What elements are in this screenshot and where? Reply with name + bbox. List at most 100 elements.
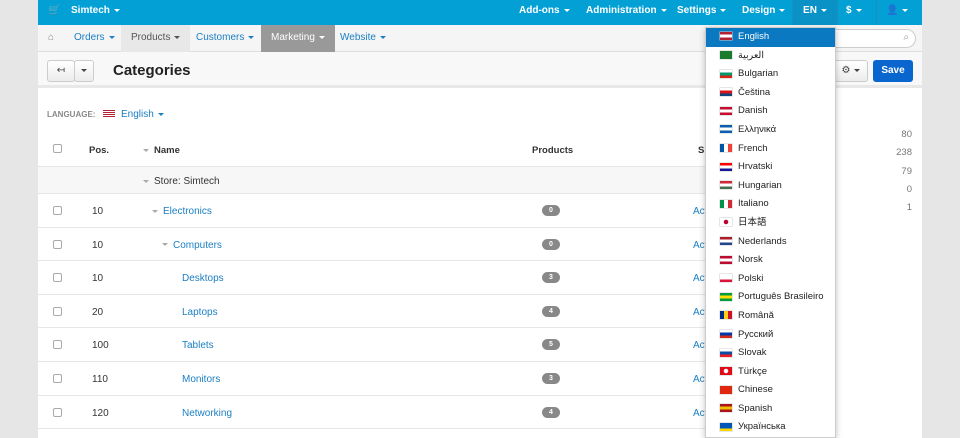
back-button[interactable]: ↤ bbox=[47, 60, 75, 82]
nav-orders[interactable]: Orders bbox=[64, 25, 125, 52]
language-option[interactable]: Українська bbox=[706, 418, 835, 437]
language-option[interactable]: Norsk bbox=[706, 251, 835, 270]
table-row: 10 Electronics 0 Active bbox=[38, 194, 720, 228]
category-link[interactable]: Laptops bbox=[182, 306, 218, 318]
nav-marketing[interactable]: Marketing bbox=[261, 25, 335, 52]
products-count-badge[interactable]: 4 bbox=[542, 305, 560, 317]
search-icon: ⌕ bbox=[903, 32, 909, 43]
cart-icon[interactable]: 🛒 bbox=[48, 5, 61, 16]
col-name[interactable]: Name bbox=[143, 145, 180, 156]
row-position[interactable]: 10 bbox=[92, 239, 104, 251]
currency-menu[interactable]: $ bbox=[846, 0, 862, 25]
flag-icon bbox=[720, 199, 732, 208]
menu-settings[interactable]: Settings bbox=[677, 0, 727, 25]
top-bar: 🛒 Simtech Add-ons Administration Setting… bbox=[38, 0, 922, 25]
row-position[interactable]: 120 bbox=[92, 407, 109, 419]
flag-icon bbox=[720, 144, 732, 153]
category-link[interactable]: Computers bbox=[162, 240, 222, 251]
language-option[interactable]: Hungarian bbox=[706, 177, 835, 196]
store-row: Store: Simtech bbox=[38, 166, 708, 194]
language-option[interactable]: Danish bbox=[706, 102, 835, 121]
flag-icon bbox=[720, 218, 732, 227]
nav-customers[interactable]: Customers bbox=[186, 25, 264, 52]
row-checkbox[interactable] bbox=[53, 206, 62, 215]
sidebar-stat: 0 bbox=[906, 183, 912, 195]
sidebar-stat: 1 bbox=[906, 202, 912, 214]
category-link[interactable]: Monitors bbox=[182, 374, 221, 385]
row-position[interactable]: 20 bbox=[92, 306, 104, 318]
row-position[interactable]: 10 bbox=[92, 206, 104, 217]
language-option[interactable]: Ελληνικά bbox=[706, 121, 835, 140]
home-icon[interactable]: ⌂ bbox=[48, 32, 55, 43]
language-option[interactable]: English bbox=[706, 28, 835, 47]
us-flag-icon bbox=[103, 110, 115, 119]
col-pos[interactable]: Pos. bbox=[89, 145, 110, 156]
menu-administration[interactable]: Administration bbox=[586, 0, 667, 25]
table-row: 110 Monitors 3 Active bbox=[38, 362, 720, 396]
flag-icon bbox=[720, 125, 732, 134]
table-row: 10 Computers 0 Active bbox=[38, 228, 720, 262]
table-row: 10 Desktops 3 Active bbox=[38, 261, 720, 295]
row-checkbox[interactable] bbox=[53, 273, 62, 283]
flag-icon bbox=[720, 367, 732, 376]
flag-icon bbox=[720, 348, 732, 357]
language-option[interactable]: Hrvatski bbox=[706, 158, 835, 177]
menu-addons[interactable]: Add-ons bbox=[519, 0, 570, 25]
language-option[interactable]: Italiano bbox=[706, 195, 835, 214]
products-count-badge[interactable]: 0 bbox=[542, 205, 560, 216]
flag-icon bbox=[720, 69, 732, 78]
products-count-badge[interactable]: 5 bbox=[542, 339, 560, 351]
back-dropdown[interactable] bbox=[74, 60, 94, 82]
category-link[interactable]: Electronics bbox=[152, 206, 212, 217]
flag-icon bbox=[720, 274, 732, 283]
language-option[interactable]: Português Brasileiro bbox=[706, 288, 835, 307]
flag-icon bbox=[720, 51, 732, 60]
store-switcher[interactable]: Simtech bbox=[71, 0, 120, 25]
products-count-badge[interactable]: 3 bbox=[542, 373, 560, 384]
select-all-checkbox[interactable] bbox=[53, 144, 62, 153]
table-row: 100 Tablets 5 Active bbox=[38, 328, 720, 362]
language-option[interactable]: French bbox=[706, 140, 835, 159]
category-link[interactable]: Networking bbox=[182, 407, 233, 419]
row-checkbox[interactable] bbox=[53, 374, 62, 383]
sidebar-stat: 79 bbox=[901, 165, 912, 177]
save-button[interactable]: Save bbox=[873, 60, 913, 82]
products-count-badge[interactable]: 3 bbox=[542, 272, 560, 284]
products-count-badge[interactable]: 4 bbox=[542, 406, 560, 418]
language-option[interactable]: Nederlands bbox=[706, 233, 835, 252]
row-checkbox[interactable] bbox=[53, 340, 62, 350]
nav-website[interactable]: Website bbox=[330, 25, 396, 52]
row-checkbox[interactable] bbox=[53, 239, 62, 249]
settings-button[interactable]: ⚙ bbox=[834, 60, 868, 82]
language-option[interactable]: Bulgarian bbox=[706, 65, 835, 84]
row-checkbox[interactable] bbox=[53, 407, 62, 417]
language-option[interactable]: العربية bbox=[706, 47, 835, 66]
language-selector[interactable]: English bbox=[103, 109, 164, 120]
language-option[interactable]: Română bbox=[706, 307, 835, 326]
nav-products[interactable]: Products bbox=[121, 25, 191, 52]
language-option[interactable]: 日本語 bbox=[706, 214, 835, 233]
row-position[interactable]: 10 bbox=[92, 273, 104, 285]
language-option[interactable]: Polski bbox=[706, 270, 835, 289]
language-option[interactable]: Slovak bbox=[706, 344, 835, 363]
row-position[interactable]: 100 bbox=[92, 340, 109, 352]
language-menu[interactable]: EN bbox=[793, 0, 837, 25]
category-link[interactable]: Desktops bbox=[182, 273, 224, 285]
menu-design[interactable]: Design bbox=[742, 0, 786, 25]
row-position[interactable]: 110 bbox=[92, 374, 108, 385]
row-checkbox[interactable] bbox=[53, 306, 62, 316]
flag-icon bbox=[720, 311, 732, 320]
language-label: LANGUAGE: bbox=[47, 110, 96, 119]
flag-icon bbox=[720, 292, 732, 301]
language-option[interactable]: Čeština bbox=[706, 84, 835, 103]
flag-icon bbox=[720, 32, 732, 41]
user-menu[interactable]: 👤 bbox=[886, 0, 909, 25]
language-option[interactable]: Chinese bbox=[706, 381, 835, 400]
language-option[interactable]: Spanish bbox=[706, 400, 835, 419]
user-icon: 👤 bbox=[886, 5, 899, 16]
language-option[interactable]: Русский bbox=[706, 326, 835, 345]
search-input[interactable]: ⌕ bbox=[836, 29, 916, 48]
category-link[interactable]: Tablets bbox=[182, 340, 214, 352]
products-count-badge[interactable]: 0 bbox=[542, 238, 560, 250]
language-option[interactable]: Türkçe bbox=[706, 363, 835, 382]
